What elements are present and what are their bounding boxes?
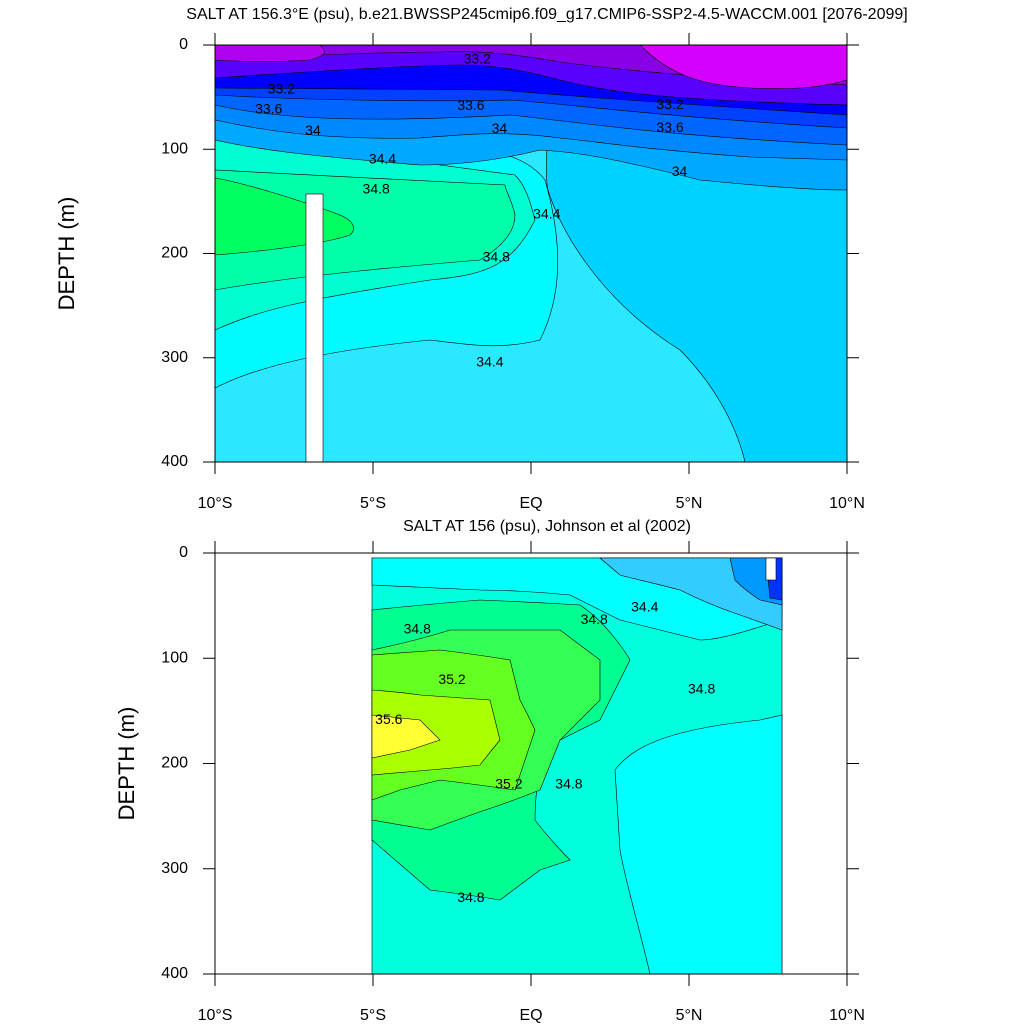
contour-label: 34 [305, 122, 321, 138]
contour-label: 34.8 [581, 611, 608, 627]
contour-label: 34.8 [404, 621, 431, 637]
x-tick-label: 5°N [676, 495, 703, 512]
y-tick-label: 0 [179, 36, 188, 53]
x-tick-label: 10°N [829, 1007, 865, 1024]
y-axis-label: DEPTH (m) [114, 707, 139, 821]
contour-label: 33.2 [464, 50, 491, 66]
chart-title: SALT AT 156.3°E (psu), b.e21.BWSSP245cmi… [186, 6, 907, 23]
y-tick-label: 400 [161, 453, 188, 470]
contour-label: 33.6 [656, 119, 683, 135]
y-tick-label: 400 [161, 965, 188, 982]
contour-label: 34.4 [369, 150, 396, 166]
contour-fills-bottom [371, 557, 783, 975]
y-tick-label: 200 [161, 755, 188, 772]
contour-label: 34.4 [476, 354, 503, 370]
x-tick-label: 10°S [198, 495, 233, 512]
y-tick-label: 200 [161, 245, 188, 262]
contour-label: 34.8 [483, 248, 510, 264]
contour-label: 35.2 [495, 775, 522, 791]
contour-label: 34 [492, 120, 508, 136]
y-tick-label: 300 [161, 349, 188, 366]
x-tick-label: 5°S [360, 1007, 386, 1024]
contour-label: 33.6 [255, 100, 282, 116]
contour-label: 34.4 [533, 206, 560, 222]
contour-label: 33.2 [656, 96, 683, 112]
contour-label: 35.6 [375, 711, 402, 727]
x-tick-label: 10°S [198, 1007, 233, 1024]
x-tick-label: 5°N [676, 1007, 703, 1024]
x-tick-label: EQ [519, 495, 542, 512]
x-tick-label: 10°N [829, 495, 865, 512]
y-tick-label: 300 [161, 860, 188, 877]
y-tick-label: 0 [179, 544, 188, 561]
contour-label: 35.2 [438, 671, 465, 687]
x-tick-label: EQ [519, 1007, 542, 1024]
contour-label: 34.8 [457, 889, 484, 905]
contour-label: 34.8 [363, 181, 390, 197]
chart-title: SALT AT 156 (psu), Johnson et al (2002) [403, 518, 691, 535]
contour-label: 34.8 [688, 681, 715, 697]
contour-label: 34 [672, 163, 688, 179]
y-axis-label: DEPTH (m) [54, 197, 79, 311]
contour-label: 34.8 [555, 775, 582, 791]
contour-label: 33.2 [268, 81, 295, 97]
y-tick-label: 100 [161, 649, 188, 666]
y-tick-label: 100 [161, 140, 188, 157]
contour-label: 34.4 [631, 598, 658, 614]
contour-fills-top [214, 44, 848, 463]
contour-label: 33.6 [457, 97, 484, 113]
x-tick-label: 5°S [360, 495, 386, 512]
